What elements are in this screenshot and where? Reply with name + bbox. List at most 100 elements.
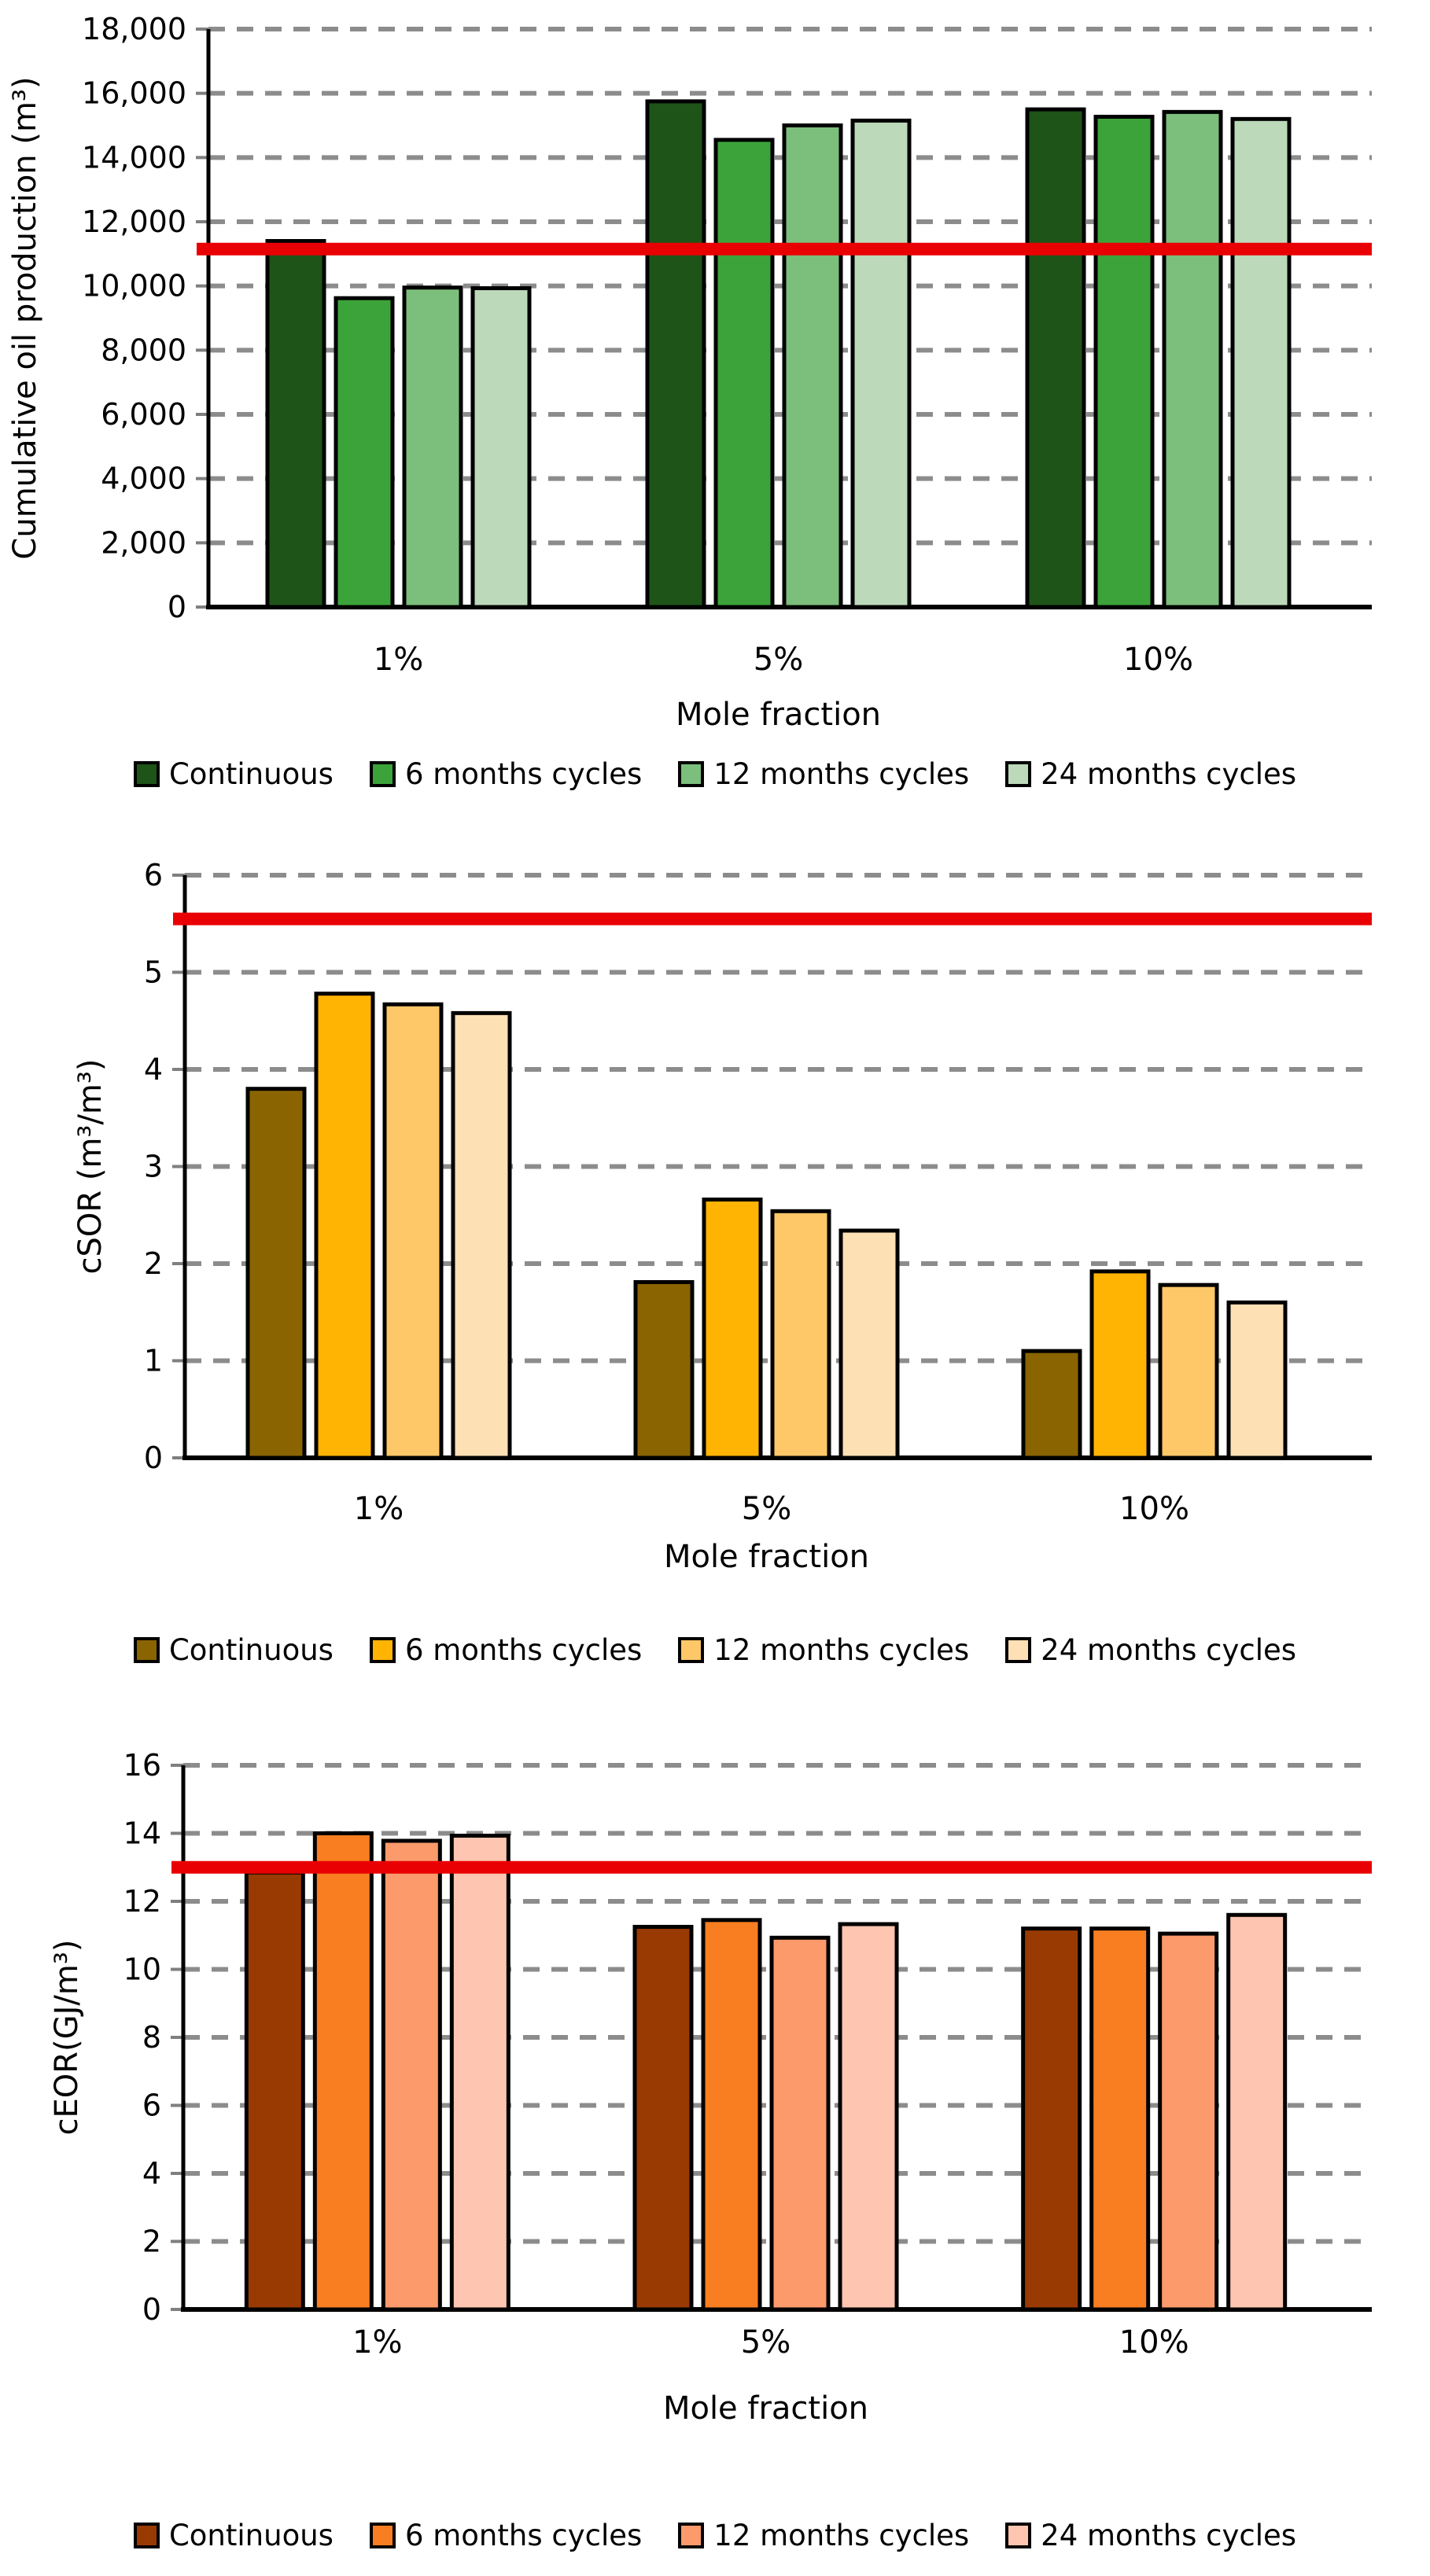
y-tick-label: 0 xyxy=(144,1441,163,1475)
bar-cumulative-oil-production-Continuous-5% xyxy=(645,99,706,609)
legend-swatch-icon xyxy=(678,1636,705,1663)
x-category-label: 5% xyxy=(742,1491,791,1527)
legend-swatch-icon xyxy=(1005,2522,1032,2548)
legend-label: Continuous xyxy=(168,2518,334,2552)
bar-ceor-24-months-cycles-5% xyxy=(838,1922,899,2312)
y-tick-label: 0 xyxy=(168,590,186,624)
bar-ceor-24-months-cycles-10% xyxy=(1226,1912,1288,2312)
y-tick-label: 6 xyxy=(142,2088,161,2123)
y-tick-label: 6,000 xyxy=(101,397,186,432)
bar-csor-6-months-cycles-10% xyxy=(1089,1269,1151,1460)
x-category-label: 1% xyxy=(352,2324,402,2361)
y-tick-label: 0 xyxy=(142,2292,161,2327)
y-tick-label: 12 xyxy=(123,1884,161,1919)
bar-csor-Continuous-10% xyxy=(1021,1349,1082,1460)
x-axis-title: Mole fraction xyxy=(664,1539,869,1575)
legend-label: 12 months cycles xyxy=(713,756,970,791)
y-tick-label: 8 xyxy=(142,2020,161,2055)
bar-csor-12-months-cycles-10% xyxy=(1158,1282,1219,1460)
legend-item: Continuous xyxy=(133,2518,334,2552)
x-category-label: 10% xyxy=(1119,1491,1189,1527)
bar-ceor-6-months-cycles-1% xyxy=(312,1831,374,2312)
x-category-label: 1% xyxy=(374,642,423,678)
x-axis-title: Mole fraction xyxy=(663,2390,868,2427)
bar-ceor-Continuous-1% xyxy=(244,1870,305,2312)
legend-item: Continuous xyxy=(133,756,334,791)
legend-swatch-icon xyxy=(369,2522,396,2548)
y-tick-label: 2 xyxy=(142,2225,161,2259)
bar-cumulative-oil-production-6-months-cycles-1% xyxy=(334,296,395,609)
legend-item: 24 months cycles xyxy=(1005,760,1296,789)
bar-ceor-6-months-cycles-5% xyxy=(701,1918,762,2312)
y-axis-title: Cumulative oil production (m³) xyxy=(7,76,43,559)
ceor-legend: Continuous 6 months cycles 12 months cycle… xyxy=(0,2510,1430,2560)
x-category-label: 5% xyxy=(741,2324,791,2361)
legend-label: 6 months cycles xyxy=(404,756,643,791)
x-category-label: 10% xyxy=(1123,642,1193,678)
legend-label: Continuous xyxy=(168,756,334,791)
y-tick-label: 4 xyxy=(144,1052,163,1087)
legend-swatch-icon xyxy=(133,2522,160,2548)
y-tick-label: 3 xyxy=(144,1150,163,1184)
legend-swatch-icon xyxy=(133,760,160,787)
legend-label: 24 months cycles xyxy=(1041,756,1297,791)
y-tick-label: 10,000 xyxy=(82,269,186,304)
bar-cumulative-oil-production-6-months-cycles-10% xyxy=(1093,114,1155,609)
legend-item: 12 months cycles xyxy=(678,2521,969,2550)
y-tick-label: 8,000 xyxy=(101,333,186,367)
y-tick-label: 18,000 xyxy=(82,12,186,46)
bar-cumulative-oil-production-24-months-cycles-10% xyxy=(1230,116,1292,609)
bar-cumulative-oil-production-Continuous-10% xyxy=(1025,107,1086,609)
chart-section-ceor: 0 2 4 6 8 10 12 14 16 1% 5% 10% Mole fraction cEOR(GJ… xyxy=(0,1706,1430,2560)
bar-cumulative-oil-production-12-months-cycles-1% xyxy=(402,285,463,609)
legend-label: 24 months cycles xyxy=(1041,1632,1297,1667)
csor-legend: Continuous 6 months cycles 12 months cycle… xyxy=(0,1625,1430,1675)
bar-ceor-24-months-cycles-1% xyxy=(449,1834,510,2312)
legend-item: 6 months cycles xyxy=(369,1632,643,1667)
bar-csor-24-months-cycles-10% xyxy=(1226,1300,1288,1460)
legend-swatch-icon xyxy=(133,1636,160,1663)
legend-swatch-icon xyxy=(1005,760,1032,787)
y-tick-label: 4,000 xyxy=(101,462,186,496)
bar-csor-12-months-cycles-5% xyxy=(770,1209,831,1460)
y-tick-label: 1 xyxy=(144,1344,163,1378)
bar-ceor-12-months-cycles-10% xyxy=(1158,1931,1219,2312)
bar-cumulative-oil-production-24-months-cycles-5% xyxy=(850,118,912,609)
csor-chart: 0 1 2 3 4 5 6 1% 5% 10% Mole fraction cSOR (m³/m³) xyxy=(72,858,1372,1575)
legend-label: 24 months cycles xyxy=(1041,2518,1297,2552)
bar-ceor-Continuous-10% xyxy=(1021,1926,1082,2312)
y-tick-label: 10 xyxy=(123,1952,161,1987)
bar-cumulative-oil-production-12-months-cycles-5% xyxy=(782,123,843,609)
ceor-chart: 0 2 4 6 8 10 12 14 16 1% 5% 10% Mole fraction cEOR(GJ… xyxy=(49,1748,1372,2427)
y-tick-label: 5 xyxy=(144,955,163,990)
bar-csor-24-months-cycles-5% xyxy=(838,1228,900,1460)
legend-label: 6 months cycles xyxy=(404,2518,643,2552)
chart-section-csor: 0 1 2 3 4 5 6 1% 5% 10% Mole fraction cSOR (m³/m³) … xyxy=(0,845,1430,1675)
bar-cumulative-oil-production-Continuous-1% xyxy=(265,239,326,609)
bar-csor-12-months-cycles-1% xyxy=(382,1002,444,1460)
y-axis-title: cEOR(GJ/m³) xyxy=(49,1939,85,2135)
bar-csor-Continuous-5% xyxy=(633,1279,695,1460)
legend-item: 12 months cycles xyxy=(678,1636,969,1665)
y-tick-label: 12,000 xyxy=(82,204,186,239)
legend-label: Continuous xyxy=(168,1632,334,1667)
legend-item: 12 months cycles xyxy=(678,760,969,789)
legend-label: 6 months cycles xyxy=(404,1632,643,1667)
legend-item: 24 months cycles xyxy=(1005,1636,1296,1665)
legend-label: 12 months cycles xyxy=(713,1632,970,1667)
y-tick-label: 16 xyxy=(123,1748,161,1783)
legend-item: 6 months cycles xyxy=(369,2518,643,2552)
legend-swatch-icon xyxy=(1005,1636,1032,1663)
y-axis-title: cSOR (m³/m³) xyxy=(72,1058,109,1274)
bar-csor-Continuous-1% xyxy=(245,1087,307,1460)
bar-cumulative-oil-production-24-months-cycles-1% xyxy=(470,286,532,609)
oil-production-legend: Continuous 6 months cycles 12 months cycle… xyxy=(0,749,1430,799)
legend-label: 12 months cycles xyxy=(713,2518,970,2552)
bar-ceor-6-months-cycles-10% xyxy=(1089,1926,1151,2312)
chart-section-oil-production: 0 2,000 4,000 6,000 8,000 10,000 12,000 14,000 1… xyxy=(0,0,1430,799)
x-category-label: 5% xyxy=(754,642,803,678)
bar-csor-6-months-cycles-1% xyxy=(314,992,375,1460)
y-tick-label: 14 xyxy=(123,1816,161,1851)
legend-item: Continuous xyxy=(133,1632,334,1667)
